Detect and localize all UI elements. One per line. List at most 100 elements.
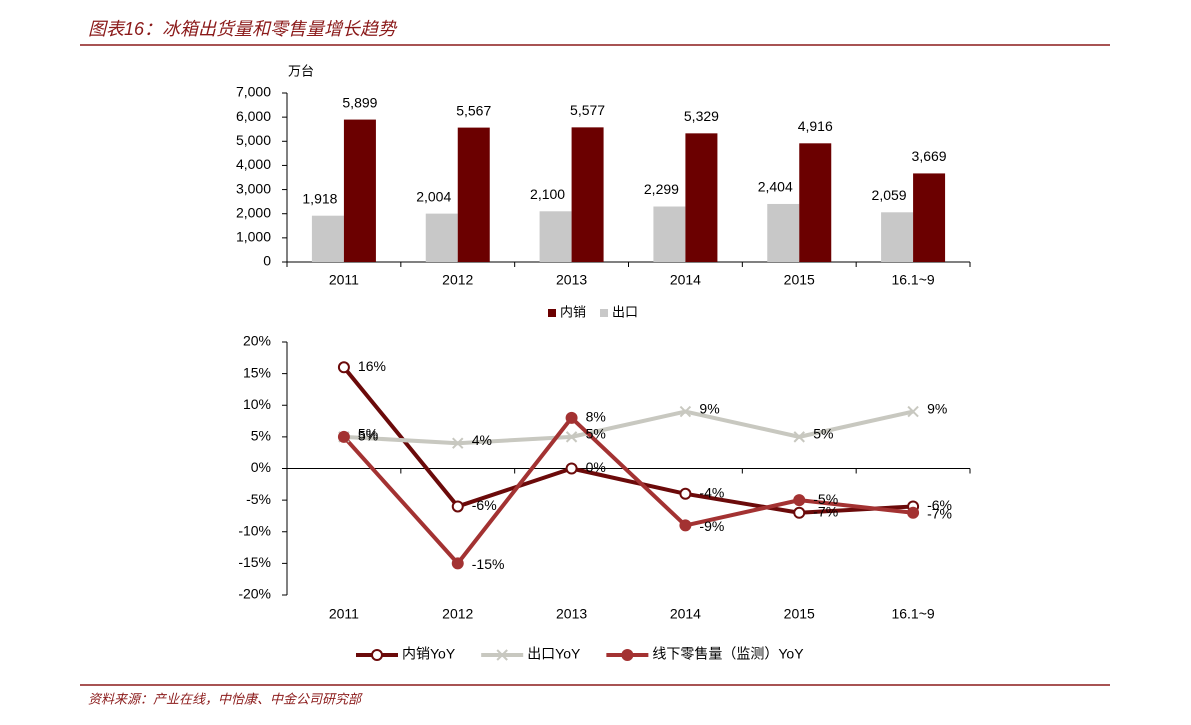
legend-label: 出口 (612, 304, 638, 319)
value-label: -7% (813, 503, 838, 519)
x-tick-label: 16.1~9 (891, 606, 934, 622)
bar (653, 206, 686, 262)
y-tick-label: -15% (238, 554, 271, 570)
marker (793, 494, 806, 507)
x-tick-label: 2015 (784, 272, 815, 288)
value-label: 16% (358, 358, 386, 374)
source-note: 资料来源：产业在线，中怡康、中金公司研究部 (88, 691, 363, 706)
marker (793, 431, 805, 443)
bar (311, 215, 344, 262)
y-tick-label: 1,000 (236, 229, 271, 245)
x-tick-label: 2012 (442, 606, 473, 622)
bar (425, 213, 458, 262)
line-series (343, 409, 914, 446)
x-tick-label: 2014 (670, 272, 701, 288)
y-tick-label: 6,000 (236, 108, 271, 124)
marker (679, 405, 692, 418)
y-tick-label: 5,000 (236, 132, 271, 148)
value-label: 2,299 (644, 181, 679, 197)
marker (565, 462, 578, 475)
value-label: -9% (699, 518, 724, 534)
y-axis-unit: 万台 (288, 63, 314, 78)
marker (907, 506, 920, 519)
value-label: 5,899 (342, 94, 377, 110)
value-label: 5,567 (456, 102, 491, 118)
bar (685, 133, 718, 262)
marker (679, 519, 692, 532)
y-tick-label: -20% (238, 586, 271, 602)
value-label: 5% (813, 426, 833, 442)
line-series (342, 415, 914, 566)
value-label: -15% (472, 556, 505, 572)
marker (452, 437, 464, 449)
value-label: -5% (813, 491, 838, 507)
legend-marker (496, 649, 508, 661)
y-tick-label: 15% (243, 364, 271, 380)
legend-label: 内销 (560, 304, 586, 319)
value-label: 9% (699, 400, 719, 416)
bar (881, 212, 914, 262)
line-series (342, 366, 914, 515)
x-tick-label: 2013 (556, 272, 587, 288)
bar (539, 211, 572, 262)
x-tick-label: 2013 (556, 606, 587, 622)
x-tick-label: 16.1~9 (891, 272, 934, 288)
marker (337, 361, 350, 374)
value-label: -7% (927, 505, 952, 521)
bar (913, 173, 946, 262)
y-tick-label: 2,000 (236, 204, 271, 220)
marker (565, 411, 578, 424)
y-tick-label: 0% (251, 459, 271, 475)
value-label: 5,329 (684, 108, 719, 124)
value-label: -6% (472, 497, 497, 513)
bar (457, 127, 490, 263)
marker (679, 487, 692, 500)
marker (793, 506, 806, 519)
x-tick-label: 2014 (670, 606, 701, 622)
x-tick-label: 2012 (442, 272, 473, 288)
value-label: 2,100 (530, 186, 565, 202)
value-label: 0% (586, 459, 606, 475)
legend-marker (371, 649, 383, 661)
page-title: 图表16：冰箱出货量和零售量增长趋势 (88, 19, 398, 39)
value-label: 5% (358, 428, 378, 444)
y-tick-label: 5% (251, 428, 271, 444)
value-label: 2,004 (416, 188, 451, 204)
value-label: 2,404 (758, 179, 793, 195)
y-tick-label: 4,000 (236, 156, 271, 172)
bar (571, 127, 604, 262)
x-tick-label: 2011 (329, 272, 359, 288)
legend-swatch (600, 309, 609, 317)
y-tick-label: 3,000 (236, 180, 271, 196)
value-label: 8% (586, 409, 606, 425)
marker (907, 405, 919, 418)
marker (451, 557, 464, 570)
marker (565, 431, 578, 443)
value-label: 9% (927, 400, 947, 416)
bar (799, 143, 832, 262)
y-tick-label: 20% (243, 333, 271, 349)
legend-swatch (548, 309, 556, 317)
bar (343, 119, 376, 262)
value-label: 4% (472, 432, 492, 448)
x-tick-label: 2011 (329, 606, 359, 622)
value-label: 3,669 (912, 148, 947, 164)
value-label: 5% (358, 426, 378, 442)
x-tick-label: 2015 (784, 606, 815, 622)
value-label: -4% (699, 485, 724, 501)
y-tick-label: 10% (243, 396, 271, 412)
y-tick-label: 7,000 (236, 84, 271, 100)
value-label: 5% (586, 426, 606, 442)
legend-label: 出口YoY (527, 646, 581, 662)
value-label: -6% (927, 497, 952, 513)
marker (451, 500, 464, 513)
value-label: 5,577 (570, 102, 605, 118)
y-tick-label: 0 (263, 253, 271, 269)
marker (337, 430, 350, 443)
y-tick-label: -5% (246, 491, 271, 507)
value-label: 2,059 (872, 187, 907, 203)
legend-marker (621, 649, 634, 661)
legend-label: 线下零售量（监测）YoY (652, 646, 804, 662)
value-label: 4,916 (798, 118, 833, 134)
